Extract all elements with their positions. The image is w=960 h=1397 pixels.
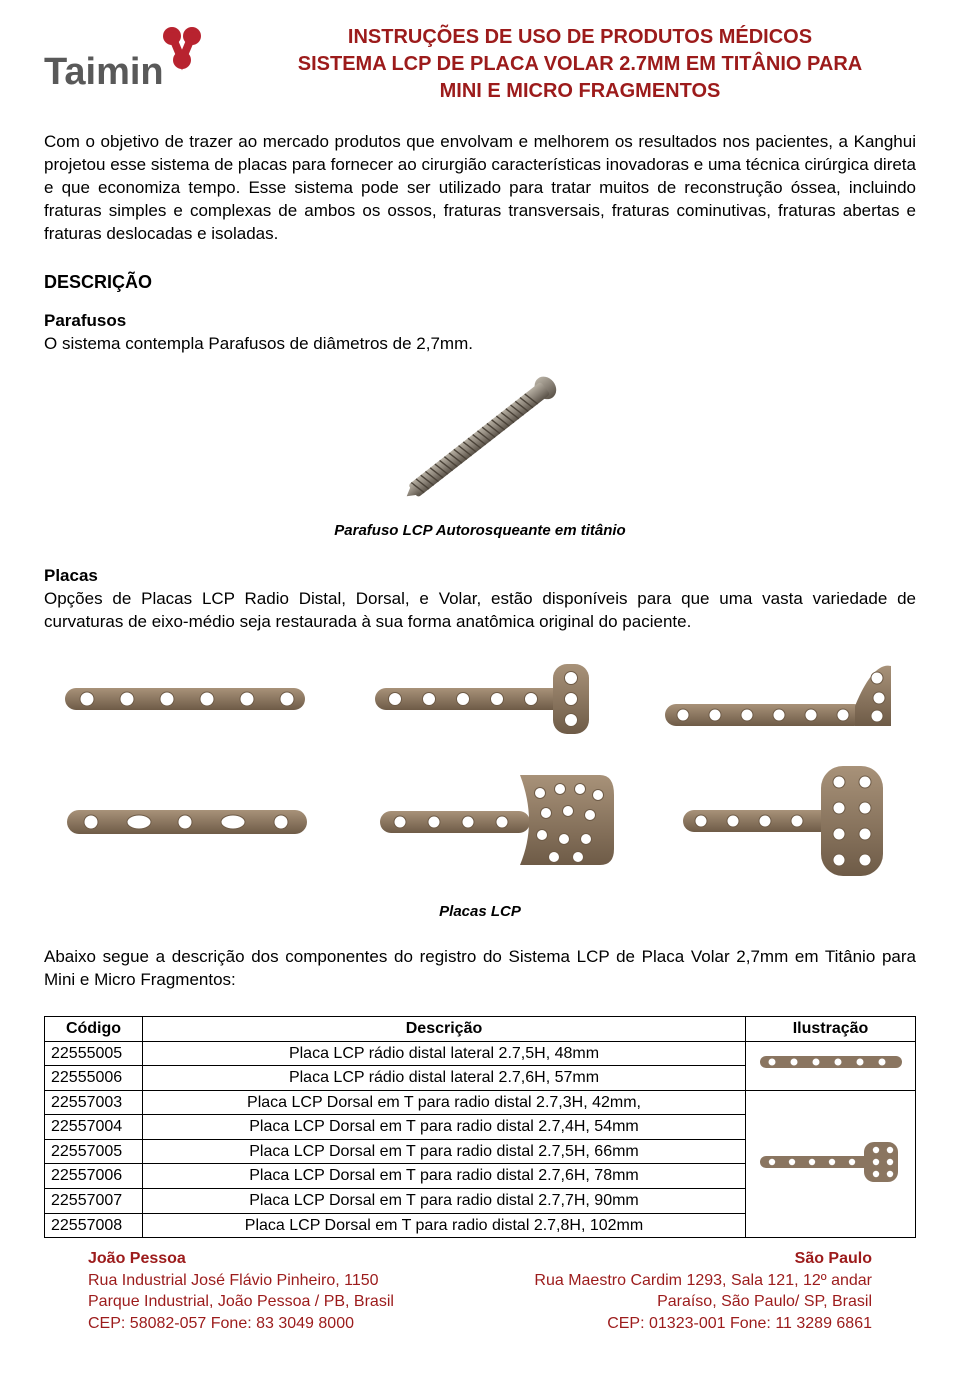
- cell-ilustracao: [746, 1041, 916, 1090]
- footer-left-l2: Parque Industrial, João Pessoa / PB, Bra…: [88, 1291, 394, 1313]
- cell-ilustracao: [746, 1090, 916, 1238]
- screw-image: [44, 374, 916, 511]
- cell-descricao: Placa LCP Dorsal em T para radio distal …: [143, 1164, 746, 1189]
- logo: Taimin: [44, 24, 224, 109]
- title-block: INSTRUÇÕES DE USO DE PRODUTOS MÉDICOS SI…: [244, 24, 916, 105]
- cell-codigo: 22557007: [45, 1189, 143, 1214]
- plate-l-icon: [655, 658, 905, 738]
- plate-row-2: [44, 760, 916, 880]
- footer-left: João Pessoa Rua Industrial José Flávio P…: [88, 1248, 394, 1334]
- title-line-2: SISTEMA LCP DE PLACA VOLAR 2.7MM EM TITÂ…: [244, 51, 916, 78]
- plate-row-1: [44, 658, 916, 738]
- plate-t-wide-icon: [673, 760, 903, 880]
- cell-descricao: Placa LCP Dorsal em T para radio distal …: [143, 1090, 746, 1115]
- cell-descricao: Placa LCP Dorsal em T para radio distal …: [143, 1139, 746, 1164]
- footer-right: São Paulo Rua Maestro Cardim 1293, Sala …: [534, 1248, 872, 1334]
- descricao-heading: DESCRIÇÃO: [44, 270, 916, 294]
- footer-left-l3: CEP: 58082-057 Fone: 83 3049 8000: [88, 1313, 394, 1335]
- footer: João Pessoa Rua Industrial José Flávio P…: [44, 1248, 916, 1334]
- cell-descricao: Placa LCP Dorsal em T para radio distal …: [143, 1189, 746, 1214]
- table-row: 22557003Placa LCP Dorsal em T para radio…: [45, 1090, 916, 1115]
- cell-codigo: 22557008: [45, 1213, 143, 1238]
- page-header: Taimin INSTRUÇÕES DE USO DE PRODUTOS MÉD…: [44, 24, 916, 109]
- screw-caption: Parafuso LCP Autorosqueante em titânio: [44, 521, 916, 541]
- title-line-1: INSTRUÇÕES DE USO DE PRODUTOS MÉDICOS: [244, 24, 916, 51]
- footer-left-city: João Pessoa: [88, 1248, 394, 1270]
- col-ilustracao: Ilustração: [746, 1016, 916, 1041]
- plate-straight-icon: [55, 673, 315, 723]
- components-table: Código Descrição Ilustração 22555005Plac…: [44, 1016, 916, 1238]
- col-codigo: Código: [45, 1016, 143, 1041]
- plate-volar-icon: [57, 790, 317, 850]
- placas-heading: Placas: [44, 565, 916, 588]
- footer-right-city: São Paulo: [534, 1248, 872, 1270]
- cell-codigo: 22555006: [45, 1066, 143, 1091]
- footer-right-l3: CEP: 01323-001 Fone: 11 3289 6861: [534, 1313, 872, 1335]
- placas-caption: Placas LCP: [44, 902, 916, 922]
- cell-codigo: 22557003: [45, 1090, 143, 1115]
- parafusos-text: O sistema contempla Parafusos de diâmetr…: [44, 333, 916, 356]
- intro-paragraph: Com o objetivo de trazer ao mercado prod…: [44, 131, 916, 246]
- cell-descricao: Placa LCP Dorsal em T para radio distal …: [143, 1115, 746, 1140]
- title-line-3: MINI E MICRO FRAGMENTOS: [244, 78, 916, 105]
- footer-right-l2: Paraíso, São Paulo/ SP, Brasil: [534, 1291, 872, 1313]
- table-row: 22555005Placa LCP rádio distal lateral 2…: [45, 1041, 916, 1066]
- footer-right-l1: Rua Maestro Cardim 1293, Sala 121, 12º a…: [534, 1270, 872, 1292]
- cell-codigo: 22555005: [45, 1041, 143, 1066]
- cell-descricao: Placa LCP rádio distal lateral 2.7,6H, 5…: [143, 1066, 746, 1091]
- table-intro: Abaixo segue a descrição dos componentes…: [44, 946, 916, 992]
- col-descricao: Descrição: [143, 1016, 746, 1041]
- parafusos-heading: Parafusos: [44, 310, 916, 333]
- plate-t-small-icon: [365, 658, 605, 738]
- cell-codigo: 22557005: [45, 1139, 143, 1164]
- footer-left-l1: Rua Industrial José Flávio Pinheiro, 115…: [88, 1270, 394, 1292]
- svg-text:Taimin: Taimin: [44, 51, 164, 93]
- cell-descricao: Placa LCP Dorsal em T para radio distal …: [143, 1213, 746, 1238]
- cell-codigo: 22557006: [45, 1164, 143, 1189]
- cell-codigo: 22557004: [45, 1115, 143, 1140]
- cell-descricao: Placa LCP rádio distal lateral 2.7,5H, 4…: [143, 1041, 746, 1066]
- placas-text: Opções de Placas LCP Radio Distal, Dorsa…: [44, 588, 916, 634]
- plate-t-cluster-icon: [370, 765, 620, 875]
